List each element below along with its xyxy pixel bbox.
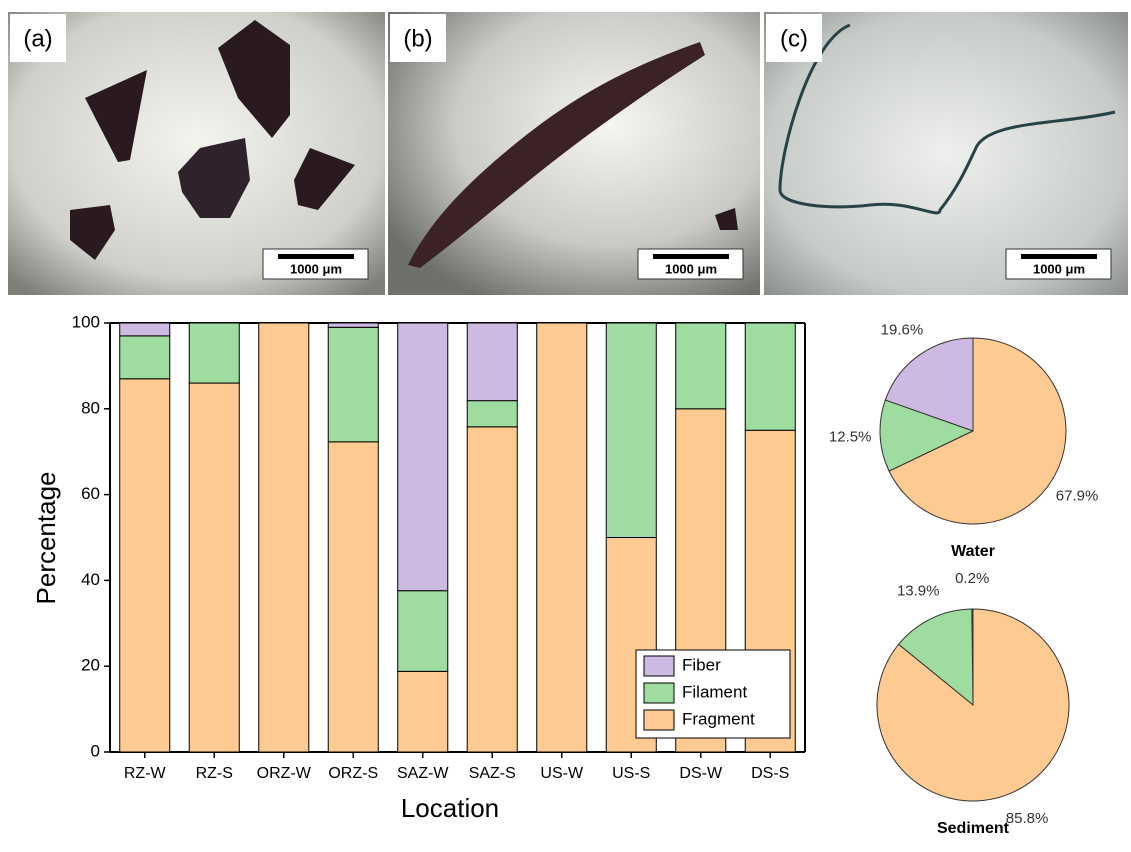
y-axis-label: Percentage bbox=[31, 472, 61, 605]
bar-segment bbox=[120, 336, 170, 379]
y-tick-label: 100 bbox=[72, 312, 100, 331]
y-tick-label: 0 bbox=[91, 741, 100, 760]
scale-bar-label: 1000 μm bbox=[1033, 261, 1085, 276]
bar-segment bbox=[467, 323, 517, 401]
pie-label: 12.5% bbox=[829, 429, 872, 446]
bar-segment bbox=[259, 323, 309, 752]
x-tick-label: US-W bbox=[540, 765, 584, 782]
bar-segment bbox=[120, 379, 170, 752]
pie-label: 0.2% bbox=[955, 570, 989, 587]
bar-segment bbox=[606, 323, 656, 538]
bar-segment bbox=[328, 442, 378, 752]
x-tick-label: SAZ-S bbox=[469, 765, 516, 782]
x-tick-label: US-S bbox=[612, 765, 650, 782]
x-tick-label: DS-S bbox=[751, 765, 789, 782]
scale-bar bbox=[278, 254, 354, 259]
x-tick-label: DS-W bbox=[679, 765, 723, 782]
y-tick-label: 60 bbox=[81, 484, 100, 503]
bar-segment bbox=[328, 327, 378, 442]
y-tick-label: 80 bbox=[81, 398, 100, 417]
scale-bar bbox=[1021, 254, 1097, 259]
pie-label: 13.9% bbox=[897, 582, 940, 599]
bar-segment bbox=[328, 323, 378, 327]
x-tick-label: SAZ-W bbox=[397, 765, 449, 782]
bar-segment bbox=[120, 323, 170, 336]
bar-segment bbox=[189, 383, 239, 752]
bar-segment bbox=[189, 323, 239, 383]
panel-label: (a) bbox=[23, 25, 52, 52]
bar-segment bbox=[398, 591, 448, 672]
pie-title: Water bbox=[951, 543, 995, 560]
pie-title: Sediment bbox=[937, 820, 1010, 837]
bar-segment bbox=[537, 323, 587, 752]
scale-bar bbox=[653, 254, 729, 259]
scale-bar-label: 1000 μm bbox=[665, 261, 717, 276]
legend-label: Filament bbox=[682, 682, 747, 701]
legend-swatch bbox=[644, 656, 674, 676]
pie-label: 19.6% bbox=[881, 322, 924, 339]
legend-swatch bbox=[644, 710, 674, 730]
y-tick-label: 20 bbox=[81, 656, 100, 675]
pie-label: 67.9% bbox=[1056, 488, 1099, 505]
x-tick-label: RZ-S bbox=[196, 765, 233, 782]
x-tick-label: ORZ-S bbox=[328, 765, 378, 782]
legend-label: Fragment bbox=[682, 709, 755, 728]
panel-label: (b) bbox=[403, 25, 432, 52]
bar-segment bbox=[467, 427, 517, 752]
scale-bar-label: 1000 μm bbox=[290, 261, 342, 276]
bar-segment bbox=[745, 323, 795, 430]
legend-label: Fiber bbox=[682, 655, 721, 674]
x-axis-label: Location bbox=[401, 793, 499, 823]
legend-swatch bbox=[644, 683, 674, 703]
bar-segment bbox=[398, 671, 448, 752]
figure: Location Percentage (a) 1000 μm (b) 1000 μm… bbox=[0, 0, 1131, 847]
bar-segment bbox=[467, 401, 517, 427]
x-tick-label: RZ-W bbox=[124, 765, 167, 782]
y-tick-label: 40 bbox=[81, 570, 100, 589]
pie-label: 85.8% bbox=[1006, 810, 1049, 827]
panel-label: (c) bbox=[780, 25, 808, 52]
bar-segment bbox=[398, 323, 448, 591]
bar-segment bbox=[676, 323, 726, 409]
x-tick-label: ORZ-W bbox=[257, 765, 312, 782]
